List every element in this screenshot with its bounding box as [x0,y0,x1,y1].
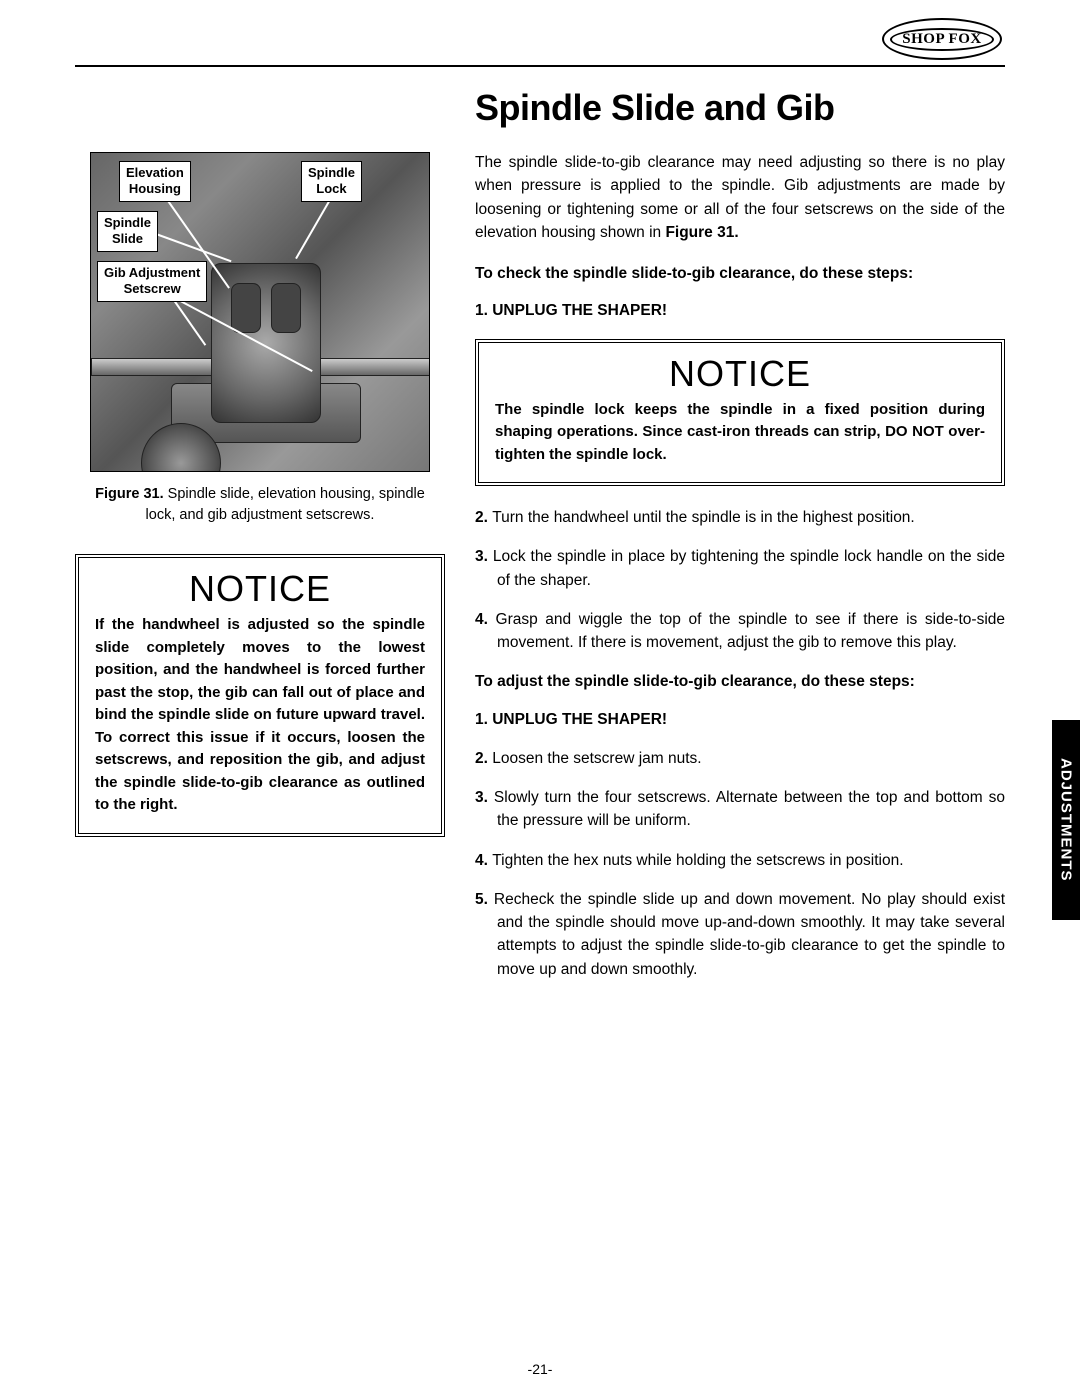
step-text: Turn the handwheel until the spindle is … [492,509,915,526]
step-item: 1. UNPLUG THE SHAPER! [475,708,1005,731]
notice-body: The spindle lock keeps the spindle in a … [495,399,985,467]
step-text: UNPLUG THE SHAPER! [492,711,667,728]
step-text: Lock the spindle in place by tightening … [493,548,1005,588]
check-steps-list: 1. UNPLUG THE SHAPER! [475,299,1005,322]
step-item: 1. UNPLUG THE SHAPER! [475,299,1005,322]
callout-elevation-housing: Elevation Housing [119,161,191,202]
section-title: Spindle Slide and Gib [475,87,1005,129]
adjust-steps-list: 1. UNPLUG THE SHAPER! 2. Loosen the setsc… [475,708,1005,981]
step-number: 5. [475,891,494,908]
step-number: 1. [475,302,492,319]
notice-box-spindle-lock: NOTICE The spindle lock keeps the spindl… [475,339,1005,487]
step-text: Tighten the hex nuts while holding the s… [492,852,903,869]
step-number: 1. [475,711,492,728]
step-number: 2. [475,509,492,526]
brand-logo-text: SHOP FOX [890,28,993,51]
step-text: Grasp and wiggle the top of the spindle … [496,611,1006,651]
brand-logo: SHOP FOX [882,18,1002,60]
notice-title: NOTICE [495,353,985,395]
right-column: Spindle Slide and Gib The spindle slide-… [475,87,1005,997]
check-steps-after-list: 2. Turn the handwheel until the spindle … [475,506,1005,654]
step-item: 4. Grasp and wiggle the top of the spind… [475,608,1005,655]
section-tab-adjustments: ADJUSTMENTS [1052,720,1080,920]
adjust-heading: To adjust the spindle slide-to-gib clear… [475,670,1005,693]
step-item: 4. Tighten the hex nuts while holding th… [475,849,1005,872]
page-frame: Elevation Housing Spindle Lock Spindle S… [75,65,1005,1347]
step-text: Loosen the setscrew jam nuts. [492,750,701,767]
notice-body: If the handwheel is adjusted so the spin… [95,614,425,817]
step-text: Slowly turn the four setscrews. Alternat… [494,789,1005,829]
notice-box-handwheel: NOTICE If the handwheel is adjusted so t… [75,554,445,837]
step-text: UNPLUG THE SHAPER! [492,302,667,319]
step-item: 2. Loosen the setscrew jam nuts. [475,747,1005,770]
callout-gib-setscrew: Gib Adjustment Setscrew [97,261,207,302]
step-item: 5. Recheck the spindle slide up and down… [475,888,1005,981]
step-number: 3. [475,548,493,565]
page-number: -21- [0,1361,1080,1377]
step-text: Recheck the spindle slide up and down mo… [494,891,1005,978]
callout-spindle-lock: Spindle Lock [301,161,362,202]
step-number: 4. [475,611,496,628]
figure-31-diagram: Elevation Housing Spindle Lock Spindle S… [90,152,430,472]
step-item: 2. Turn the handwheel until the spindle … [475,506,1005,529]
step-number: 3. [475,789,494,806]
check-heading: To check the spindle slide-to-gib cleara… [475,262,1005,285]
step-item: 3. Slowly turn the four setscrews. Alter… [475,786,1005,833]
left-column: Elevation Housing Spindle Lock Spindle S… [75,87,445,997]
step-number: 2. [475,750,492,767]
intro-paragraph: The spindle slide-to-gib clearance may n… [475,151,1005,244]
figure-31-caption: Figure 31. Spindle slide, elevation hous… [85,484,435,526]
step-number: 4. [475,852,492,869]
notice-title: NOTICE [95,568,425,610]
callout-spindle-slide: Spindle Slide [97,211,158,252]
step-item: 3. Lock the spindle in place by tighteni… [475,545,1005,592]
